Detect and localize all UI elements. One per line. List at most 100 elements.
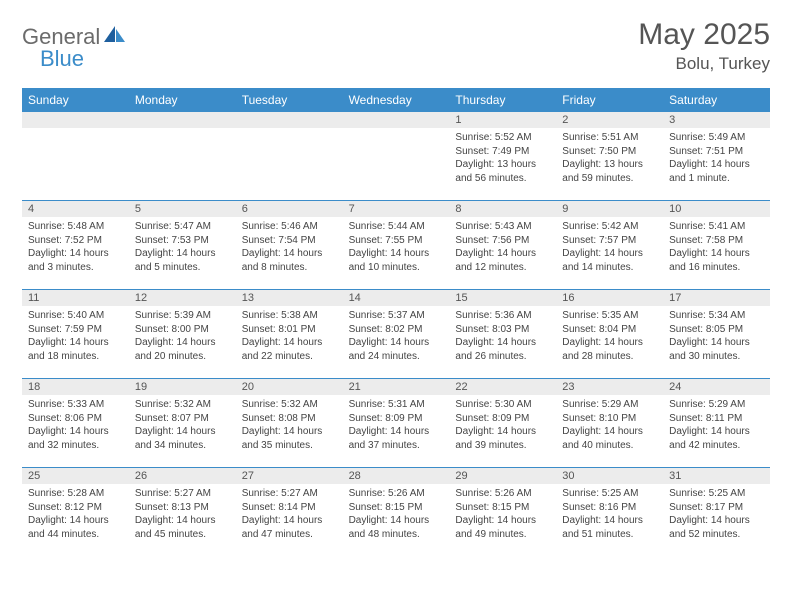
day-number	[22, 112, 129, 128]
sunrise-text: Sunrise: 5:49 AM	[669, 131, 764, 145]
calendar-cell: 20Sunrise: 5:32 AMSunset: 8:08 PMDayligh…	[236, 379, 343, 467]
sunset-text: Sunset: 8:05 PM	[669, 323, 764, 337]
day-number: 27	[236, 468, 343, 484]
sunrise-text: Sunrise: 5:28 AM	[28, 487, 123, 501]
sunset-text: Sunset: 8:00 PM	[135, 323, 230, 337]
location: Bolu, Turkey	[638, 54, 770, 74]
day-number: 9	[556, 201, 663, 217]
calendar-cell: 7Sunrise: 5:44 AMSunset: 7:55 PMDaylight…	[343, 201, 450, 289]
daylight-text: Daylight: 14 hours and 10 minutes.	[349, 247, 444, 274]
daylight-text: Daylight: 14 hours and 32 minutes.	[28, 425, 123, 452]
sunrise-text: Sunrise: 5:44 AM	[349, 220, 444, 234]
calendar-cell: 18Sunrise: 5:33 AMSunset: 8:06 PMDayligh…	[22, 379, 129, 467]
day-details: Sunrise: 5:46 AMSunset: 7:54 PMDaylight:…	[236, 217, 343, 280]
sunrise-text: Sunrise: 5:30 AM	[455, 398, 550, 412]
sunset-text: Sunset: 8:12 PM	[28, 501, 123, 515]
sunrise-text: Sunrise: 5:46 AM	[242, 220, 337, 234]
sunset-text: Sunset: 7:53 PM	[135, 234, 230, 248]
sunrise-text: Sunrise: 5:39 AM	[135, 309, 230, 323]
day-details	[22, 128, 129, 137]
day-details: Sunrise: 5:52 AMSunset: 7:49 PMDaylight:…	[449, 128, 556, 191]
day-details: Sunrise: 5:35 AMSunset: 8:04 PMDaylight:…	[556, 306, 663, 369]
day-details: Sunrise: 5:29 AMSunset: 8:10 PMDaylight:…	[556, 395, 663, 458]
day-details: Sunrise: 5:28 AMSunset: 8:12 PMDaylight:…	[22, 484, 129, 547]
sunset-text: Sunset: 8:01 PM	[242, 323, 337, 337]
daylight-text: Daylight: 14 hours and 34 minutes.	[135, 425, 230, 452]
day-number: 31	[663, 468, 770, 484]
calendar-cell: 15Sunrise: 5:36 AMSunset: 8:03 PMDayligh…	[449, 290, 556, 378]
day-number: 25	[22, 468, 129, 484]
calendar-cell: 17Sunrise: 5:34 AMSunset: 8:05 PMDayligh…	[663, 290, 770, 378]
day-number: 16	[556, 290, 663, 306]
sunset-text: Sunset: 8:02 PM	[349, 323, 444, 337]
day-details: Sunrise: 5:30 AMSunset: 8:09 PMDaylight:…	[449, 395, 556, 458]
day-number: 10	[663, 201, 770, 217]
day-details: Sunrise: 5:40 AMSunset: 7:59 PMDaylight:…	[22, 306, 129, 369]
daylight-text: Daylight: 14 hours and 52 minutes.	[669, 514, 764, 541]
calendar-cell: 30Sunrise: 5:25 AMSunset: 8:16 PMDayligh…	[556, 468, 663, 556]
sunrise-text: Sunrise: 5:48 AM	[28, 220, 123, 234]
day-number: 17	[663, 290, 770, 306]
day-details: Sunrise: 5:32 AMSunset: 8:08 PMDaylight:…	[236, 395, 343, 458]
sunset-text: Sunset: 8:15 PM	[349, 501, 444, 515]
day-header: Friday	[556, 88, 663, 112]
sunrise-text: Sunrise: 5:27 AM	[242, 487, 337, 501]
day-details: Sunrise: 5:26 AMSunset: 8:15 PMDaylight:…	[343, 484, 450, 547]
calendar-week: 18Sunrise: 5:33 AMSunset: 8:06 PMDayligh…	[22, 378, 770, 467]
day-number: 13	[236, 290, 343, 306]
day-details	[129, 128, 236, 137]
day-number: 12	[129, 290, 236, 306]
day-number	[343, 112, 450, 128]
daylight-text: Daylight: 14 hours and 5 minutes.	[135, 247, 230, 274]
sunset-text: Sunset: 8:09 PM	[349, 412, 444, 426]
month-title: May 2025	[638, 18, 770, 52]
sunset-text: Sunset: 7:52 PM	[28, 234, 123, 248]
day-number: 1	[449, 112, 556, 128]
sunrise-text: Sunrise: 5:25 AM	[669, 487, 764, 501]
daylight-text: Daylight: 14 hours and 35 minutes.	[242, 425, 337, 452]
day-number: 14	[343, 290, 450, 306]
day-number: 23	[556, 379, 663, 395]
sunset-text: Sunset: 7:50 PM	[562, 145, 657, 159]
calendar-cell: 27Sunrise: 5:27 AMSunset: 8:14 PMDayligh…	[236, 468, 343, 556]
sunrise-text: Sunrise: 5:35 AM	[562, 309, 657, 323]
day-number: 5	[129, 201, 236, 217]
sunrise-text: Sunrise: 5:52 AM	[455, 131, 550, 145]
daylight-text: Daylight: 14 hours and 42 minutes.	[669, 425, 764, 452]
sunset-text: Sunset: 8:10 PM	[562, 412, 657, 426]
sunset-text: Sunset: 8:17 PM	[669, 501, 764, 515]
brand-name-2: Blue	[40, 46, 84, 72]
day-details: Sunrise: 5:26 AMSunset: 8:15 PMDaylight:…	[449, 484, 556, 547]
sunrise-text: Sunrise: 5:42 AM	[562, 220, 657, 234]
day-details: Sunrise: 5:27 AMSunset: 8:13 PMDaylight:…	[129, 484, 236, 547]
sunrise-text: Sunrise: 5:47 AM	[135, 220, 230, 234]
daylight-text: Daylight: 14 hours and 39 minutes.	[455, 425, 550, 452]
calendar-cell: 23Sunrise: 5:29 AMSunset: 8:10 PMDayligh…	[556, 379, 663, 467]
daylight-text: Daylight: 14 hours and 24 minutes.	[349, 336, 444, 363]
sunset-text: Sunset: 8:16 PM	[562, 501, 657, 515]
day-number: 11	[22, 290, 129, 306]
day-number: 3	[663, 112, 770, 128]
sunrise-text: Sunrise: 5:33 AM	[28, 398, 123, 412]
daylight-text: Daylight: 14 hours and 40 minutes.	[562, 425, 657, 452]
day-number: 7	[343, 201, 450, 217]
day-number	[129, 112, 236, 128]
day-details: Sunrise: 5:48 AMSunset: 7:52 PMDaylight:…	[22, 217, 129, 280]
calendar-cell: 4Sunrise: 5:48 AMSunset: 7:52 PMDaylight…	[22, 201, 129, 289]
day-header: Saturday	[663, 88, 770, 112]
sunrise-text: Sunrise: 5:40 AM	[28, 309, 123, 323]
title-block: May 2025 Bolu, Turkey	[638, 18, 770, 74]
day-details: Sunrise: 5:51 AMSunset: 7:50 PMDaylight:…	[556, 128, 663, 191]
day-number: 18	[22, 379, 129, 395]
sunrise-text: Sunrise: 5:25 AM	[562, 487, 657, 501]
day-details: Sunrise: 5:37 AMSunset: 8:02 PMDaylight:…	[343, 306, 450, 369]
day-details: Sunrise: 5:49 AMSunset: 7:51 PMDaylight:…	[663, 128, 770, 191]
day-number: 20	[236, 379, 343, 395]
daylight-text: Daylight: 13 hours and 59 minutes.	[562, 158, 657, 185]
daylight-text: Daylight: 14 hours and 16 minutes.	[669, 247, 764, 274]
sunset-text: Sunset: 7:57 PM	[562, 234, 657, 248]
day-details: Sunrise: 5:34 AMSunset: 8:05 PMDaylight:…	[663, 306, 770, 369]
calendar-cell: 10Sunrise: 5:41 AMSunset: 7:58 PMDayligh…	[663, 201, 770, 289]
daylight-text: Daylight: 14 hours and 26 minutes.	[455, 336, 550, 363]
daylight-text: Daylight: 14 hours and 1 minute.	[669, 158, 764, 185]
